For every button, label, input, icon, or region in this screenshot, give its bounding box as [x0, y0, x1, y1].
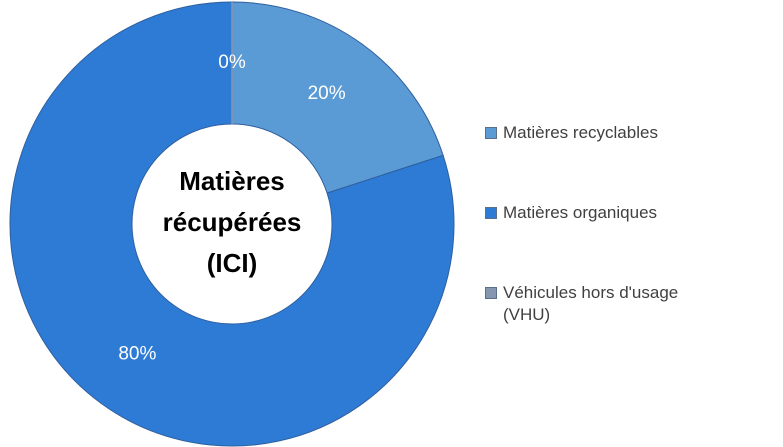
center-label: Matières — [179, 166, 285, 196]
legend-label: Matières recyclables — [503, 123, 658, 142]
legend-label: Véhicules hors d'usage (VHU) — [503, 283, 679, 324]
center-label: récupérées — [163, 207, 302, 237]
value-label: 20% — [308, 83, 346, 104]
legend-item: Véhicules hors d'usage (VHU) — [485, 282, 718, 326]
slice — [231, 1, 444, 194]
legend-swatch — [485, 207, 497, 219]
legend-swatch — [485, 287, 497, 299]
legend-item: Matières organiques — [485, 202, 718, 224]
slice — [9, 1, 455, 447]
value-label: 0% — [218, 52, 246, 73]
legend-swatch — [485, 127, 497, 139]
legend-label: Matières organiques — [503, 203, 658, 222]
value-label: 80% — [118, 343, 156, 364]
center-label: (ICI) — [207, 248, 258, 278]
legend-item: Matières recyclables — [485, 122, 718, 144]
